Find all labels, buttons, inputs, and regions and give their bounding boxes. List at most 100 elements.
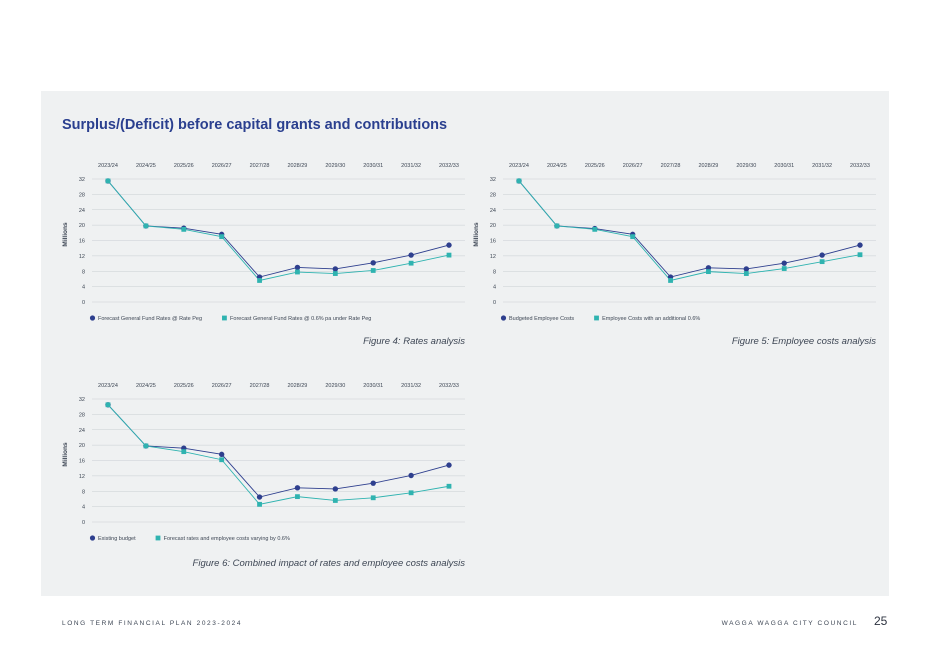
data-point <box>408 252 414 258</box>
x-tick-label: 2032/33 <box>439 163 459 169</box>
data-point <box>516 178 522 184</box>
data-point <box>218 451 225 458</box>
data-point <box>668 278 673 283</box>
employee-costs-chart: 0 4 8 12 16 20 24 28 32 Millions 2023/24 2024/25 202… <box>473 163 876 322</box>
x-tick-label: 2029/30 <box>736 163 756 169</box>
x-tick-label: 2023/24 <box>98 383 118 389</box>
page-number: 25 <box>874 614 888 628</box>
y-tick-label: 24 <box>79 208 85 214</box>
series-line <box>107 404 450 498</box>
data-point <box>370 495 376 501</box>
data-point <box>781 266 787 271</box>
x-tick-label: 2032/33 <box>850 163 870 169</box>
data-point <box>370 268 376 273</box>
data-point <box>295 269 300 275</box>
section-title: Surplus/(Deficit) before capital grants … <box>62 117 448 133</box>
x-tick-label: 2023/24 <box>509 163 529 169</box>
x-tick-label: 2024/25 <box>136 163 156 169</box>
data-point <box>181 226 187 232</box>
y-tick-label: 12 <box>79 474 85 480</box>
data-point <box>781 260 787 266</box>
data-point <box>257 278 262 283</box>
data-point <box>370 480 376 486</box>
x-tick-label: 2028/29 <box>287 163 307 169</box>
legend-label: Forecast rates and employee costs varyin… <box>164 536 290 542</box>
y-tick-label: 24 <box>79 428 85 434</box>
series-line <box>518 180 861 278</box>
data-point <box>819 259 825 265</box>
data-point <box>630 234 636 240</box>
data-point <box>857 242 863 248</box>
legend-marker <box>500 315 507 321</box>
data-point <box>857 252 863 258</box>
data-point <box>446 252 452 258</box>
data-point <box>105 178 111 184</box>
legend-label: Forecast General Fund Rates @ 0.6% pa un… <box>230 316 371 322</box>
data-point <box>446 242 452 248</box>
x-tick-label: 2025/26 <box>174 163 194 169</box>
council-name-footer: WAGGA WAGGA CITY COUNCIL <box>721 620 858 627</box>
data-point <box>219 234 225 240</box>
y-tick-label: 28 <box>79 192 85 198</box>
legend-label: Existing budget <box>98 536 136 542</box>
y-tick-label: 28 <box>79 412 85 418</box>
y-axis-label: Millions <box>473 222 480 247</box>
x-tick-label: 2025/26 <box>174 383 194 389</box>
x-tick-label: 2031/32 <box>401 163 421 169</box>
y-tick-label: 8 <box>82 269 85 275</box>
data-point <box>105 402 111 408</box>
y-axis-label: Millions <box>62 442 69 467</box>
y-tick-label: 32 <box>79 177 85 183</box>
y-tick-label: 20 <box>490 223 496 229</box>
data-point <box>256 494 263 500</box>
data-point <box>446 483 452 489</box>
x-tick-label: 2030/31 <box>363 163 383 169</box>
x-tick-label: 2030/31 <box>363 383 383 389</box>
y-tick-label: 28 <box>490 192 496 198</box>
series-line <box>518 180 861 281</box>
data-point <box>554 223 560 229</box>
data-point <box>143 223 149 229</box>
data-point <box>219 457 225 463</box>
y-tick-label: 12 <box>79 254 85 260</box>
x-tick-label: 2026/27 <box>212 163 232 169</box>
data-point <box>408 260 414 266</box>
document-title-footer: LONG TERM FINANCIAL PLAN 2023-2024 <box>62 620 243 627</box>
x-tick-label: 2026/27 <box>212 383 232 389</box>
x-tick-label: 2029/30 <box>325 383 345 389</box>
y-tick-label: 4 <box>82 505 85 511</box>
legend-marker <box>155 535 161 541</box>
data-point <box>408 490 414 496</box>
y-tick-label: 0 <box>82 520 85 526</box>
y-tick-label: 16 <box>79 239 85 245</box>
data-point <box>257 501 262 507</box>
x-tick-label: 2028/29 <box>698 163 718 169</box>
y-tick-label: 4 <box>82 285 85 291</box>
data-point <box>332 498 338 503</box>
data-point <box>592 226 598 232</box>
x-tick-label: 2026/27 <box>623 163 643 169</box>
y-tick-label: 24 <box>490 208 496 214</box>
series-line <box>107 404 450 505</box>
x-tick-label: 2023/24 <box>98 163 118 169</box>
legend-label: Budgeted Employee Costs <box>509 316 574 322</box>
series-line <box>107 180 450 278</box>
rates-analysis-chart: 0 4 8 12 16 20 24 28 32 Millions 2023/24 2024/25 202… <box>62 163 465 322</box>
y-tick-label: 16 <box>79 459 85 465</box>
x-tick-label: 2032/33 <box>439 383 459 389</box>
legend-marker <box>89 315 96 321</box>
data-point <box>295 494 300 500</box>
y-tick-label: 0 <box>82 300 85 306</box>
x-tick-label: 2027/28 <box>250 163 270 169</box>
y-tick-label: 16 <box>490 239 496 245</box>
y-tick-label: 32 <box>79 397 85 403</box>
legend-marker <box>594 315 599 321</box>
data-point <box>294 264 301 271</box>
x-tick-label: 2027/28 <box>250 383 270 389</box>
data-point <box>294 485 301 491</box>
data-point <box>181 449 187 455</box>
y-axis-label: Millions <box>62 222 69 247</box>
content-panel <box>41 91 889 596</box>
x-tick-label: 2031/32 <box>812 163 832 169</box>
figure-6-caption: Figure 6: Combined impact of rates and e… <box>192 558 465 569</box>
